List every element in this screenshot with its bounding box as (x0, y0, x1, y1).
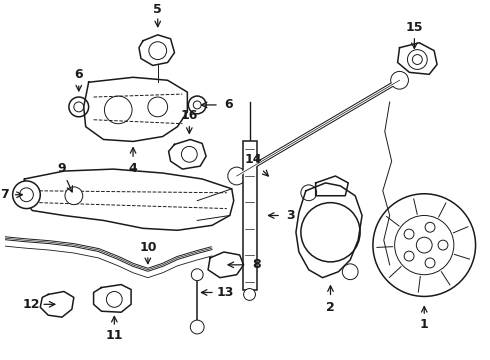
FancyBboxPatch shape (243, 141, 257, 290)
Text: 10: 10 (139, 240, 157, 253)
Circle shape (65, 187, 83, 204)
Polygon shape (40, 292, 74, 317)
Text: 11: 11 (105, 329, 123, 342)
Text: 9: 9 (58, 162, 66, 175)
Circle shape (228, 167, 245, 185)
Polygon shape (316, 176, 348, 196)
Text: 14: 14 (245, 153, 262, 166)
Circle shape (191, 269, 203, 281)
Polygon shape (84, 77, 187, 141)
Polygon shape (208, 252, 244, 278)
Text: 8: 8 (252, 258, 261, 271)
Text: 2: 2 (326, 301, 335, 314)
Circle shape (188, 96, 206, 114)
Text: 7: 7 (0, 188, 9, 201)
Polygon shape (94, 285, 131, 312)
Circle shape (244, 288, 255, 300)
Text: 3: 3 (287, 209, 295, 222)
Polygon shape (397, 43, 437, 74)
Polygon shape (296, 183, 362, 278)
Circle shape (69, 97, 89, 117)
Circle shape (373, 194, 476, 296)
Text: 16: 16 (181, 109, 198, 122)
Polygon shape (169, 139, 206, 169)
Circle shape (190, 320, 204, 334)
Polygon shape (23, 169, 234, 230)
Text: 4: 4 (129, 162, 137, 175)
Text: 6: 6 (224, 98, 233, 112)
Circle shape (394, 216, 454, 275)
Circle shape (391, 71, 409, 89)
Text: 13: 13 (216, 286, 234, 299)
Polygon shape (139, 35, 174, 66)
Text: 6: 6 (74, 68, 83, 81)
Text: 12: 12 (23, 298, 40, 311)
Text: 5: 5 (153, 3, 162, 16)
Text: 1: 1 (420, 318, 429, 330)
Circle shape (13, 181, 40, 208)
Text: 15: 15 (406, 22, 423, 35)
